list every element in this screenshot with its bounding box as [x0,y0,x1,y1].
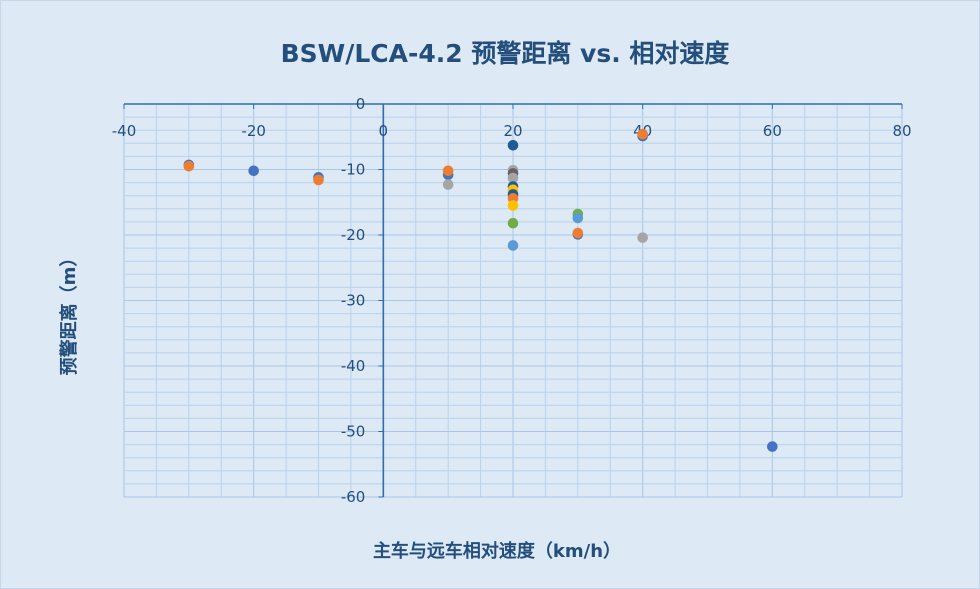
data-point [507,139,519,151]
data-point [507,240,519,251]
data-point [442,179,454,190]
x-tick-label: -40 [112,122,137,140]
data-points [183,128,778,452]
x-tick-label: 80 [892,122,911,140]
data-point [767,441,778,452]
data-point [637,232,648,243]
y-tick-label: 0 [356,95,366,113]
y-tick-label: -50 [341,423,366,441]
y-tick-label: -30 [341,292,366,310]
data-point [313,174,324,186]
tick-labels: -40-200204060800-10-20-30-40-50-60 [112,95,912,506]
chart-title: BSW/LCA-4.2 预警距离 vs. 相对速度 [280,39,730,68]
axes [123,103,903,498]
data-point [442,165,454,177]
x-axis-title: 主车与远车相对速度（km/h） [372,541,622,562]
x-tick-label: 20 [503,122,522,140]
x-tick-label: 60 [763,122,782,140]
gridlines [123,103,903,498]
data-point [248,165,259,177]
y-tick-label: -40 [341,357,366,375]
y-tick-label: -10 [341,161,366,179]
data-point [507,172,519,184]
x-tick-label: -20 [241,122,266,140]
data-point [183,160,195,172]
data-point [572,212,584,224]
data-point [637,128,648,140]
y-axis-title: 预警距离（m） [59,248,80,376]
y-tick-label: -60 [341,488,366,506]
data-point [507,217,519,229]
x-tick-label: 0 [379,122,389,140]
y-tick-label: -20 [341,226,366,244]
data-point [507,200,519,211]
data-point [572,227,584,239]
